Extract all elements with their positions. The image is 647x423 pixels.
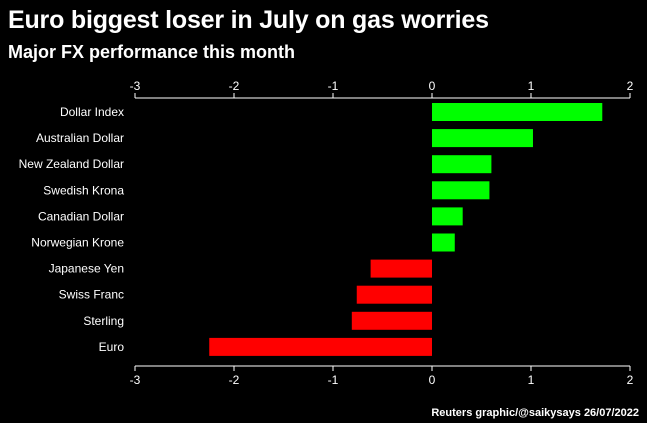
chart-title: Euro biggest loser in July on gas worrie… <box>8 6 489 34</box>
category-label: Australian Dollar <box>36 131 124 145</box>
bottom-axis-tick-label: 2 <box>627 373 634 387</box>
bar-norwegian-krone <box>432 233 455 252</box>
chart-subtitle: Major FX performance this month <box>8 42 296 62</box>
category-label: Swiss Franc <box>59 288 124 302</box>
category-label: Euro <box>99 340 125 354</box>
category-label: Japanese Yen <box>49 262 124 276</box>
source-note: Reuters graphic/@saikysays 26/07/2022 <box>431 407 639 419</box>
bottom-axis-tick-label: -1 <box>328 373 339 387</box>
top-axis-tick-label: -3 <box>130 79 141 93</box>
bar-swedish-krona <box>432 181 490 200</box>
top-axis-tick-label: -1 <box>328 79 339 93</box>
bar-euro <box>209 337 432 356</box>
category-label: Dollar Index <box>60 105 124 119</box>
category-label: Swedish Krona <box>43 183 124 197</box>
bar-swiss-franc <box>356 285 432 304</box>
top-axis-tick-label: 2 <box>627 79 634 93</box>
bar-japanese-yen <box>370 259 432 278</box>
bottom-axis-tick-label: 0 <box>429 373 436 387</box>
top-axis-tick-label: -2 <box>229 79 240 93</box>
top-axis-tick-label: 0 <box>429 79 436 93</box>
bar-australian-dollar <box>432 129 533 148</box>
category-label: Sterling <box>83 314 124 328</box>
bar-sterling <box>351 311 432 330</box>
bar-canadian-dollar <box>432 207 463 226</box>
bar-dollar-index <box>432 103 603 121</box>
category-label: Norwegian Krone <box>31 236 124 250</box>
top-axis-tick-label: 1 <box>528 79 535 93</box>
category-label: New Zealand Dollar <box>19 157 124 171</box>
bottom-axis-tick-label: -2 <box>229 373 240 387</box>
category-label: Canadian Dollar <box>38 209 124 223</box>
bar-new-zealand-dollar <box>432 155 492 174</box>
bottom-axis-tick-label: -3 <box>130 373 141 387</box>
bottom-axis-tick-label: 1 <box>528 373 535 387</box>
